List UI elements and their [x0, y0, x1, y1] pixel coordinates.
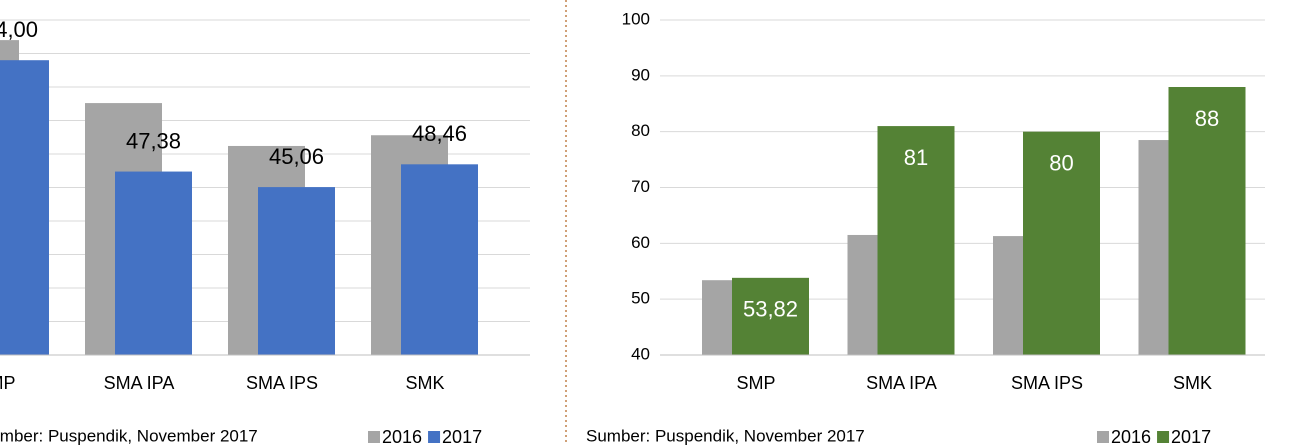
source-note: Sumber: Puspendik, November 2017 — [586, 426, 865, 445]
data-label: 81 — [904, 145, 928, 170]
bar — [401, 164, 478, 355]
y-tick-label: 60 — [631, 233, 650, 252]
legend-swatch — [428, 431, 441, 443]
source-note: Sumber: Puspendik, November 2017 — [0, 426, 258, 445]
data-label: 48,46 — [412, 121, 467, 146]
x-tick-label: SMA IPA — [104, 373, 175, 393]
y-tick-label: 80 — [631, 121, 650, 140]
data-label: 53,82 — [743, 297, 798, 322]
data-label: 64,00 — [0, 17, 38, 42]
data-label: 88 — [1195, 106, 1219, 131]
bar — [1168, 87, 1246, 355]
y-tick-label: 100 — [622, 9, 650, 28]
bar — [115, 171, 192, 355]
data-label: 80 — [1049, 150, 1073, 175]
data-label: 47,38 — [126, 128, 181, 153]
legend-label: 2016 — [1111, 427, 1151, 445]
legend-label: 2017 — [442, 427, 482, 445]
x-tick-label: SMA IPA — [866, 373, 937, 393]
legend-swatch — [368, 431, 380, 443]
x-tick-label: SMP — [736, 373, 775, 393]
data-label: 45,06 — [269, 144, 324, 169]
y-tick-label: 70 — [631, 177, 650, 196]
bar — [0, 60, 49, 355]
x-tick-label: SMP — [0, 373, 16, 393]
bar — [732, 277, 809, 355]
x-tick-label: SMK — [405, 373, 444, 393]
bar — [258, 187, 335, 355]
y-tick-label: 40 — [631, 344, 650, 363]
legend-swatch — [1097, 431, 1109, 443]
bar — [1023, 131, 1100, 355]
bar — [877, 126, 955, 355]
legend-label: 2017 — [1171, 427, 1211, 445]
legend-swatch — [1157, 431, 1170, 443]
x-tick-label: SMK — [1173, 373, 1212, 393]
y-tick-label: 90 — [631, 65, 650, 84]
x-tick-label: SMA IPS — [1011, 373, 1083, 393]
x-tick-label: SMA IPS — [246, 373, 318, 393]
legend-label: 2016 — [382, 427, 422, 445]
y-tick-label: 50 — [631, 289, 650, 308]
